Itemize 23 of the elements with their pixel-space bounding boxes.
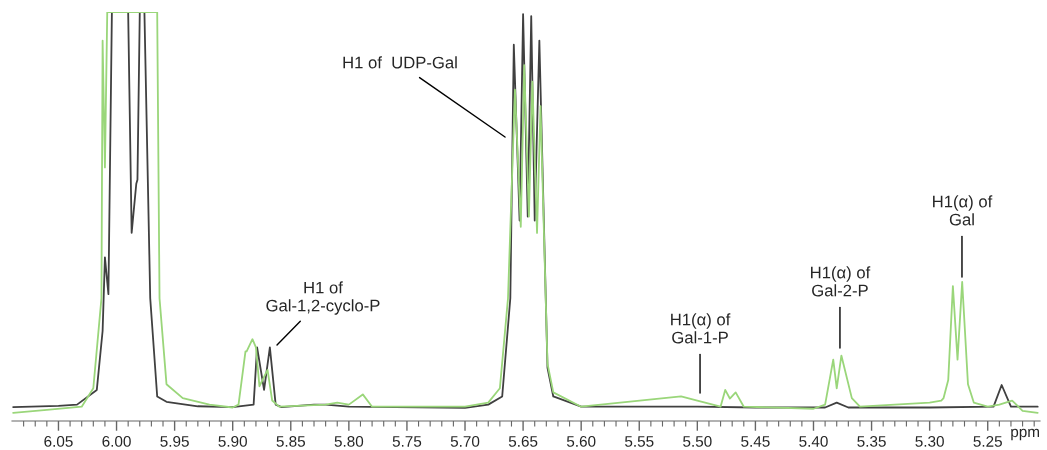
x-tick-label: 5.55 — [625, 436, 654, 447]
x-tick-label: 5.75 — [392, 436, 422, 447]
x-tick-label: 5.40 — [799, 435, 828, 447]
x-tick-label: 5.65 — [508, 435, 538, 447]
annotation: H1(α) of Gal-2-P — [811, 266, 871, 297]
x-tick-label: 5.70 — [450, 435, 480, 447]
x-axis-title: ppm — [1011, 428, 1039, 441]
x-tick-label: 5.30 — [915, 435, 944, 447]
x-tick-label: 5.80 — [334, 435, 364, 447]
x-tick-label: 5.85 — [276, 435, 306, 447]
x-tick-label: 5.95 — [160, 435, 189, 447]
annotation: H1(α) of Gal-1-P — [671, 313, 731, 344]
annotation: H1 of Gal-1,2-cyclo-P — [266, 281, 380, 315]
x-tick-label: 5.50 — [683, 435, 712, 447]
x-tick-label: 5.25 — [973, 435, 1002, 447]
x-tick-label: 6.05 — [44, 435, 73, 447]
x-tick-label: 5.60 — [566, 435, 596, 447]
x-tick-label: 5.45 — [741, 436, 770, 447]
x-tick-label: 6.00 — [102, 435, 131, 447]
x-tick-label: 5.35 — [857, 435, 886, 447]
annotation: H1(α) of Gal — [933, 195, 993, 226]
x-tick-label: 5.90 — [218, 435, 247, 447]
annotation: H1 of UDP-Gal — [343, 56, 457, 69]
